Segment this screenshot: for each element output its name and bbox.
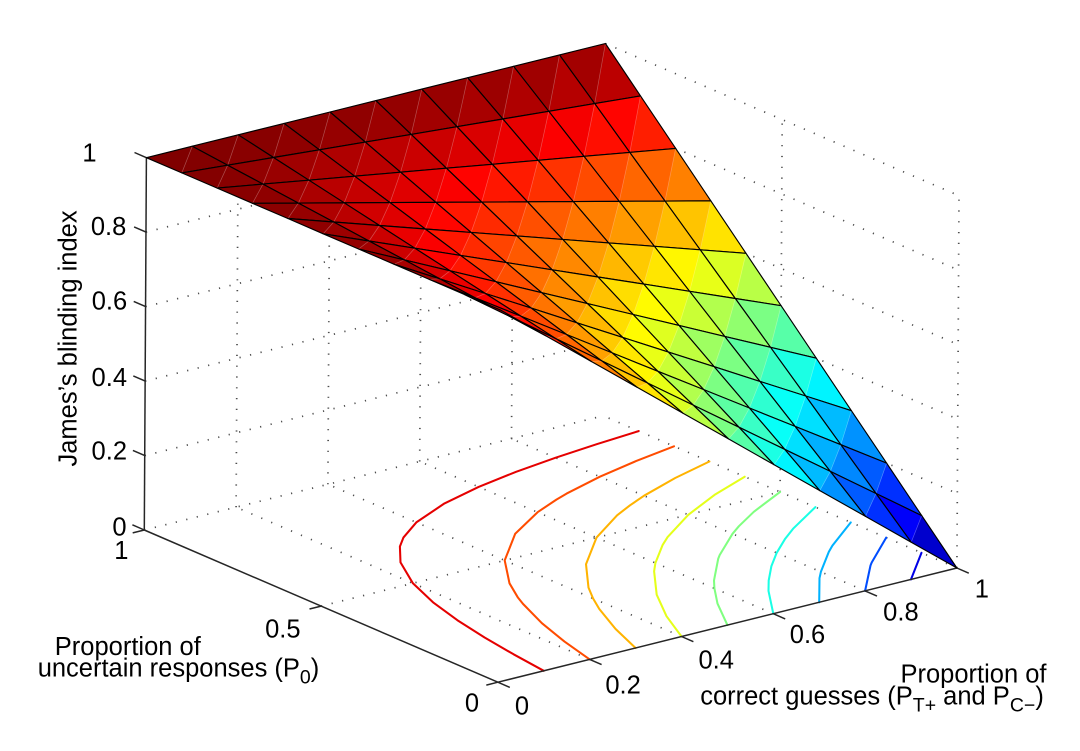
svg-text:1: 1 bbox=[114, 537, 128, 565]
svg-text:1: 1 bbox=[975, 576, 989, 604]
svg-text:1: 1 bbox=[82, 139, 96, 167]
svg-text:0: 0 bbox=[465, 689, 479, 717]
svg-text:0.5: 0.5 bbox=[265, 616, 300, 644]
svg-text:James’s blinding index: James’s blinding index bbox=[55, 210, 83, 466]
svg-text:0.4: 0.4 bbox=[92, 364, 127, 392]
svg-text:0.8: 0.8 bbox=[883, 599, 918, 627]
svg-text:0.4: 0.4 bbox=[698, 646, 733, 674]
svg-text:0: 0 bbox=[515, 692, 529, 720]
svg-text:Proportion of: Proportion of bbox=[900, 661, 1047, 689]
svg-text:0.2: 0.2 bbox=[92, 438, 127, 466]
svg-text:0.2: 0.2 bbox=[605, 672, 640, 700]
svg-text:Proportion of: Proportion of bbox=[55, 633, 202, 661]
svg-text:0: 0 bbox=[112, 513, 126, 541]
svg-text:0.8: 0.8 bbox=[91, 213, 126, 241]
svg-text:0.6: 0.6 bbox=[92, 287, 127, 315]
svg-text:0.6: 0.6 bbox=[790, 621, 825, 649]
